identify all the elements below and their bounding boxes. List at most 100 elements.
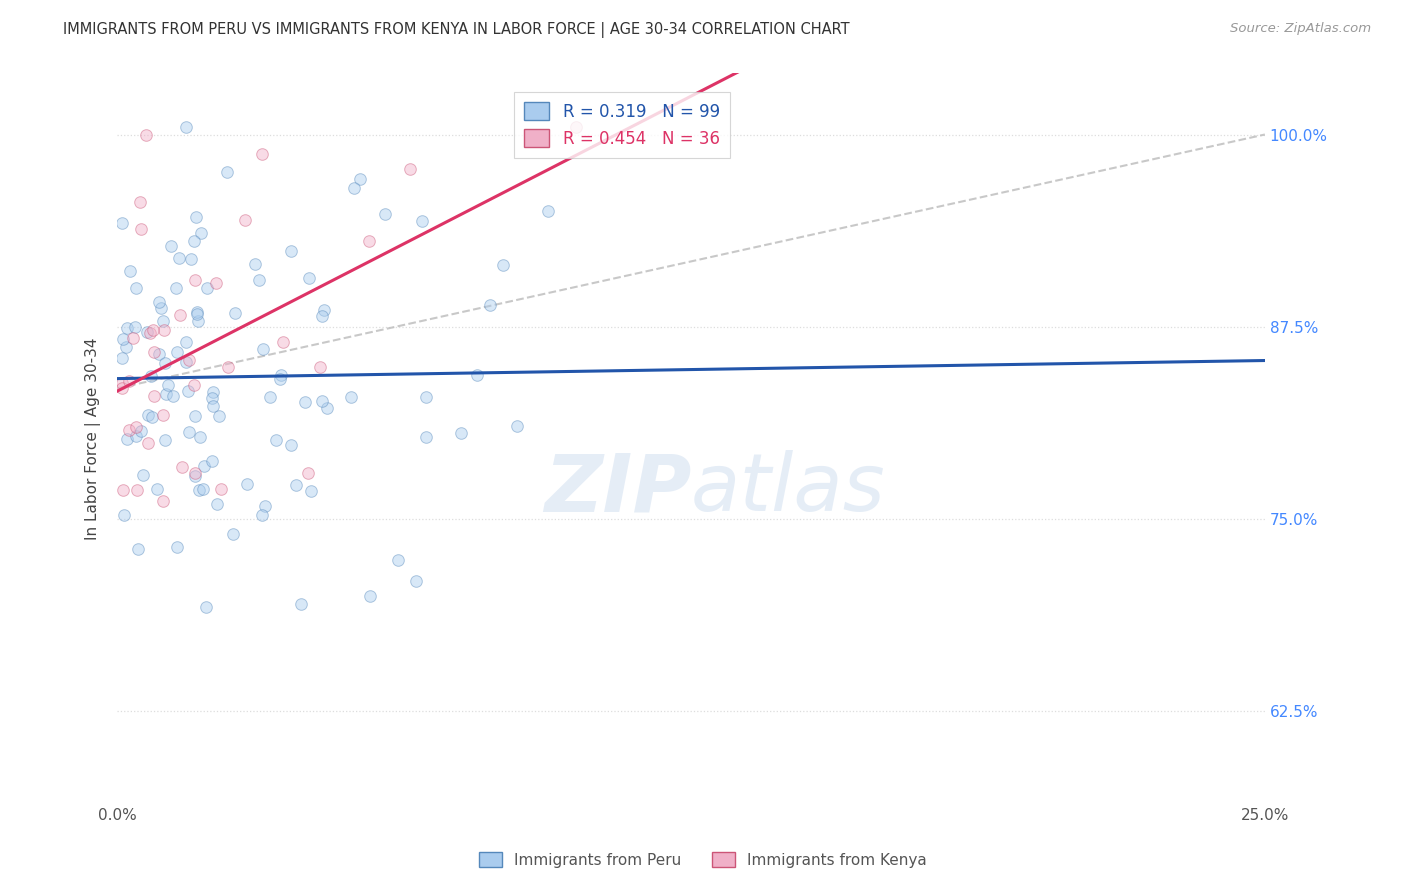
Point <box>152 314 174 328</box>
Point <box>143 345 166 359</box>
Point <box>415 430 437 444</box>
Point <box>243 257 266 271</box>
Point <box>250 508 273 523</box>
Point <box>180 252 202 267</box>
Point <box>298 270 321 285</box>
Point <box>340 390 363 404</box>
Text: atlas: atlas <box>692 450 886 528</box>
Point <box>184 467 207 481</box>
Point <box>111 483 134 497</box>
Point <box>111 376 134 391</box>
Point <box>205 497 228 511</box>
Point <box>195 599 218 614</box>
Point <box>492 258 515 272</box>
Point <box>127 541 149 556</box>
Point <box>118 374 141 388</box>
Point <box>215 165 238 179</box>
Point <box>184 469 207 483</box>
Point <box>479 298 502 312</box>
Point <box>506 419 529 434</box>
Point <box>115 321 138 335</box>
Point <box>297 466 319 480</box>
Point <box>121 331 143 345</box>
Point <box>217 359 239 374</box>
Point <box>148 294 170 309</box>
Point <box>183 378 205 392</box>
Point <box>208 409 231 424</box>
Point <box>187 314 209 328</box>
Point <box>160 239 183 253</box>
Point <box>179 353 201 368</box>
Point <box>124 429 146 443</box>
Point <box>142 389 165 403</box>
Point <box>450 426 472 441</box>
Point <box>136 436 159 450</box>
Point <box>152 494 174 508</box>
Point <box>235 477 257 491</box>
Point <box>166 344 188 359</box>
Point <box>174 120 197 134</box>
Text: Source: ZipAtlas.com: Source: ZipAtlas.com <box>1230 22 1371 36</box>
Point <box>124 320 146 334</box>
Point <box>250 147 273 161</box>
Point <box>221 527 243 541</box>
Point <box>184 273 207 287</box>
Point <box>162 389 184 403</box>
Point <box>247 273 270 287</box>
Point <box>112 508 135 522</box>
Point <box>177 425 200 440</box>
Point <box>146 482 169 496</box>
Point <box>153 433 176 447</box>
Point <box>343 181 366 195</box>
Point <box>129 424 152 438</box>
Point <box>415 391 437 405</box>
Point <box>111 216 134 230</box>
Point <box>315 401 337 416</box>
Point <box>139 368 162 383</box>
Point <box>349 172 371 186</box>
Point <box>186 305 208 319</box>
Point <box>233 212 256 227</box>
Point <box>142 323 165 337</box>
Point <box>264 433 287 447</box>
Point <box>117 433 139 447</box>
Point <box>141 410 163 425</box>
Point <box>190 226 212 240</box>
Point <box>167 251 190 265</box>
Point <box>166 540 188 554</box>
Point <box>209 482 232 496</box>
Point <box>188 430 211 444</box>
Y-axis label: In Labor Force | Age 30-34: In Labor Force | Age 30-34 <box>86 337 101 540</box>
Point <box>359 234 381 248</box>
Point <box>111 332 134 346</box>
Point <box>115 340 138 354</box>
Point <box>259 390 281 404</box>
Point <box>311 393 333 408</box>
Point <box>183 234 205 248</box>
Point <box>565 120 588 134</box>
Point <box>374 207 396 221</box>
Point <box>111 351 134 366</box>
Point <box>290 597 312 611</box>
Point <box>128 194 150 209</box>
Point <box>465 368 488 383</box>
Point <box>170 459 193 474</box>
Point <box>193 458 215 473</box>
Point <box>118 423 141 437</box>
Point <box>186 210 208 224</box>
Point <box>155 387 177 401</box>
Point <box>253 499 276 513</box>
Point <box>204 277 226 291</box>
Point <box>165 280 187 294</box>
Point <box>132 467 155 482</box>
Point <box>309 360 332 375</box>
Text: IMMIGRANTS FROM PERU VS IMMIGRANTS FROM KENYA IN LABOR FORCE | AGE 30-34 CORRELA: IMMIGRANTS FROM PERU VS IMMIGRANTS FROM … <box>63 22 849 38</box>
Point <box>314 303 336 318</box>
Text: ZIP: ZIP <box>544 450 692 528</box>
Point <box>135 325 157 339</box>
Point <box>153 356 176 370</box>
Point <box>125 420 148 434</box>
Point <box>201 399 224 413</box>
Point <box>118 263 141 277</box>
Point <box>174 335 197 350</box>
